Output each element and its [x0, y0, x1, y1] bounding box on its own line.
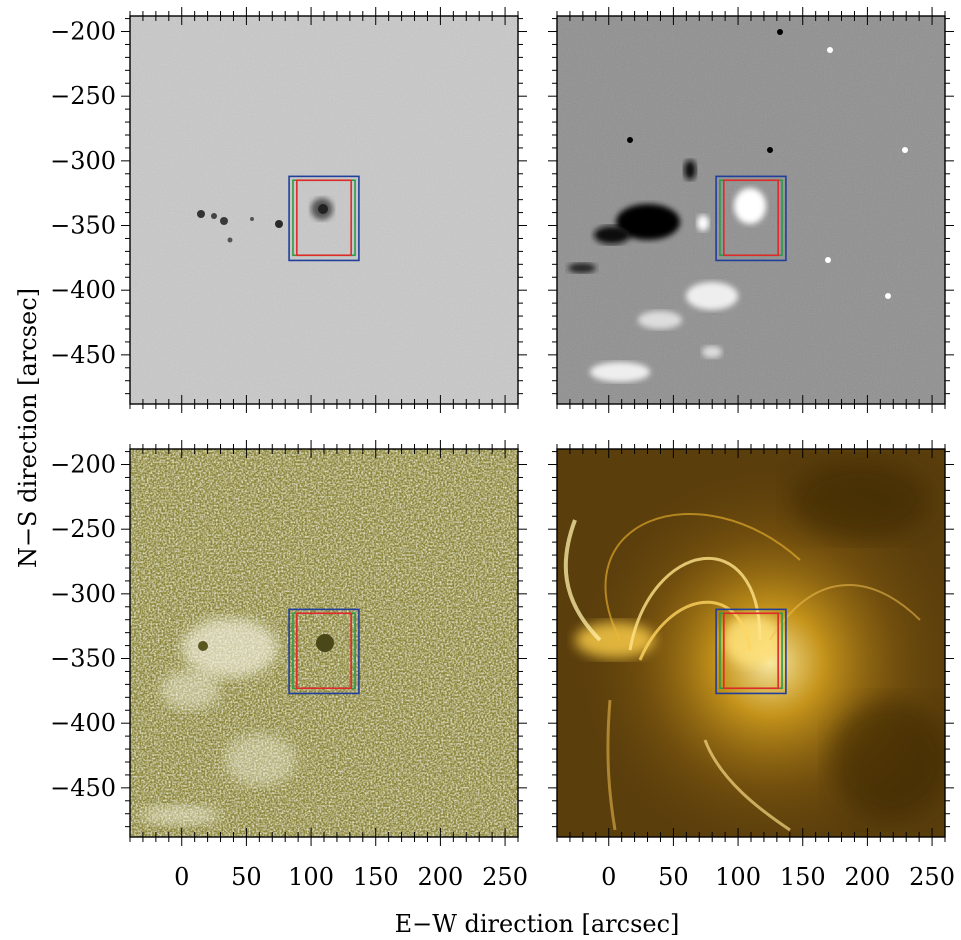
- coronal-loop: [769, 584, 921, 641]
- magnetic-polarities: [568, 29, 908, 382]
- y-tick-label: −400: [50, 709, 116, 737]
- coronal-loop: [638, 600, 752, 661]
- dark-lane: [830, 700, 945, 820]
- positive-polarity-region: [697, 215, 709, 231]
- positive-polarity-region: [638, 311, 682, 329]
- negative-polarity-region: [568, 263, 596, 273]
- x-tick-label: 250: [909, 863, 955, 891]
- plage-region: [224, 734, 296, 786]
- bright-core: [722, 614, 782, 666]
- x-tick-label: 50: [231, 863, 262, 891]
- positive-polarity-region: [686, 282, 738, 310]
- x-tick-label: 250: [482, 863, 528, 891]
- negative-polarity-region: [616, 204, 680, 240]
- y-tick-label: −250: [50, 515, 116, 543]
- positive-polarity-region: [590, 362, 650, 382]
- sunspot-small: [197, 210, 205, 218]
- positive-polarity-region: [885, 293, 891, 299]
- red-box: [296, 179, 352, 257]
- x-tick-label: 200: [844, 863, 890, 891]
- coronal-loop: [703, 739, 791, 832]
- positive-polarity-region: [902, 147, 908, 153]
- negative-polarity-region: [777, 29, 783, 35]
- x-tick-label: 150: [353, 863, 399, 891]
- x-tick-label: 0: [174, 863, 189, 891]
- y-tick-label: −200: [50, 18, 116, 46]
- coronal-loops: [557, 449, 945, 837]
- red-box: [296, 612, 352, 690]
- negative-polarity-region: [627, 137, 633, 143]
- sunspot-umbra: [318, 204, 328, 214]
- blue-box: [715, 608, 787, 695]
- red-box: [723, 179, 779, 257]
- negative-polarity-region: [767, 147, 773, 153]
- sunspot-group: [197, 198, 333, 243]
- negative-polarity-region: [594, 226, 630, 244]
- coronal-loop: [606, 699, 617, 831]
- positive-polarity-region: [825, 257, 831, 263]
- coronal-loop: [563, 519, 602, 642]
- sunspot-small: [227, 237, 233, 243]
- sunspot-small: [275, 220, 283, 228]
- x-tick-label: 50: [658, 863, 689, 891]
- y-tick-label: −450: [50, 774, 116, 802]
- sunspot-dark: [316, 634, 334, 652]
- blue-box: [288, 608, 360, 695]
- panel-top-left: [130, 16, 518, 404]
- red-box: [723, 612, 779, 690]
- x-tick-label: 100: [288, 863, 334, 891]
- axes-layer: −200 −250 −300 −350 −400 −450 −200 −250 −300 −350…: [50, 7, 955, 891]
- y-tick-label: −400: [50, 276, 116, 304]
- x-tick-label: 150: [780, 863, 826, 891]
- coronal-loop: [604, 513, 801, 641]
- plage-region: [160, 670, 220, 710]
- sunspot-small: [211, 213, 217, 219]
- y-axis-label: N−S direction [arcsec]: [14, 288, 42, 568]
- x-axis-label: E−W direction [arcsec]: [395, 910, 680, 938]
- plage-regions: [140, 618, 334, 825]
- y-tick-label: −350: [50, 645, 116, 673]
- blue-box: [288, 175, 360, 262]
- y-tick-label: −250: [50, 82, 116, 110]
- sunspot-dark: [198, 641, 208, 651]
- x-tick-label: 100: [715, 863, 761, 891]
- y-tick-label: −300: [50, 147, 116, 175]
- coronal-loop: [628, 556, 762, 651]
- blue-box: [715, 175, 787, 262]
- panel-top-right: [557, 16, 945, 404]
- panel-bottom-left: [130, 449, 518, 837]
- plage-region: [140, 805, 220, 825]
- sunspot-small: [220, 217, 228, 225]
- positive-polarity-region: [702, 346, 722, 358]
- x-tick-label: 0: [601, 863, 616, 891]
- y-tick-label: −450: [50, 341, 116, 369]
- positive-polarity-region: [734, 188, 766, 224]
- sunspot-small: [250, 217, 254, 221]
- y-tick-label: −200: [50, 451, 116, 479]
- y-tick-label: −300: [50, 580, 116, 608]
- positive-polarity-region: [827, 47, 833, 53]
- x-tick-label: 200: [417, 863, 463, 891]
- boxes-layer: [288, 175, 787, 695]
- y-tick-label: −350: [50, 212, 116, 240]
- negative-polarity-region: [684, 160, 696, 180]
- plage-region: [182, 618, 278, 678]
- panel-bottom-right: [557, 449, 945, 837]
- dark-lane: [790, 460, 930, 540]
